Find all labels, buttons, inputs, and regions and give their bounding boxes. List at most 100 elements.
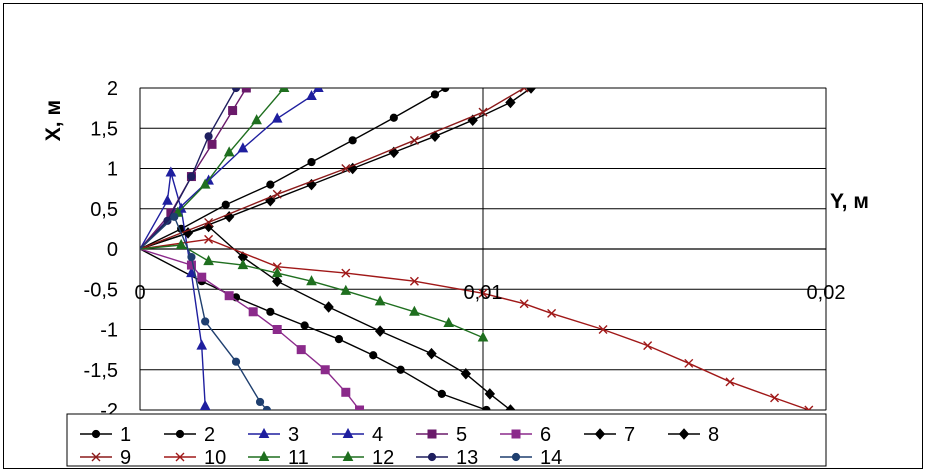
data-point [307,157,316,167]
legend-marker [258,427,270,438]
legend-marker [175,452,185,462]
data-point [320,365,330,375]
data-point [204,234,214,244]
legend-label: 1 [120,424,131,446]
x-tick-label: 0,01 [464,282,503,304]
legend-item-2: 2 [164,424,215,446]
legend-item-8: 8 [668,424,719,446]
series-line-8 [140,225,511,410]
legend-item-7: 7 [584,424,635,446]
legend: 1 2 3 4 5 6 7 89 10 11 12 13 14 [80,424,719,469]
legend-label: 2 [204,424,215,446]
data-point [204,217,214,227]
legend-label: 10 [204,447,226,469]
data-point [272,262,282,272]
y-tick-label: 0 [107,239,118,261]
data-point [272,325,282,334]
legend-marker [427,429,437,439]
series-10 [140,234,814,410]
legend-item-14: 14 [500,447,562,469]
data-point [341,268,351,278]
data-point [272,275,283,287]
data-point [643,341,653,351]
data-point [519,88,529,93]
data-point [228,106,238,116]
data-point [175,238,187,249]
data-point [374,295,386,306]
data-point [165,166,177,177]
legend-marker [594,428,606,440]
legend-marker [91,429,101,439]
data-point [170,212,179,221]
data-point [266,180,275,189]
data-point [334,335,344,344]
data-point [296,345,306,355]
data-point [482,405,491,410]
data-point [237,259,249,270]
data-point [241,88,251,93]
data-point [187,172,196,181]
data-point [231,88,241,93]
data-point [201,317,210,326]
legend-marker [258,450,270,461]
data-point [389,113,398,122]
data-point [484,388,496,400]
series-line-6 [140,248,361,410]
legend-item-6: 6 [500,424,551,446]
data-point [306,275,317,286]
data-point [196,339,208,350]
data-point [163,216,172,225]
data-point [441,88,450,93]
data-point [525,88,537,94]
data-point [248,307,258,317]
y-tick-label: -1,5 [84,360,118,382]
data-point [224,291,234,301]
data-point [430,90,440,99]
series-group [140,88,814,410]
data-point [199,399,211,410]
data-point [341,164,351,173]
legend-marker [342,450,354,461]
legend-item-4: 4 [332,424,383,446]
data-point [348,136,357,145]
data-point [409,276,419,286]
y-tick-label: 1 [107,159,118,181]
legend-label: 7 [624,424,635,446]
legend-item-5: 5 [416,424,467,446]
data-point [426,347,437,360]
series-6 [140,248,365,410]
y-tick-label: -0,5 [84,279,118,301]
legend-marker [91,452,101,462]
data-point [313,88,324,92]
data-point [396,365,405,374]
legend-item-1: 1 [80,424,131,446]
data-point [505,404,516,410]
legend-label: 4 [372,424,383,446]
tick-labels: 21,510,50-0,5-1-1,5-20 0,01 0,02 [84,78,846,422]
data-point [477,331,489,342]
data-point [271,112,283,123]
data-point [300,321,309,330]
legend-label: 9 [120,447,131,469]
data-point [598,325,608,334]
series-9 [140,88,529,250]
data-point [804,405,814,410]
y-axis-title: X, м [42,100,65,141]
legend-item-10: 10 [164,447,226,469]
data-point [409,305,420,316]
legend-marker [175,429,185,439]
data-point [437,389,446,398]
series-13 [140,88,241,250]
data-point [278,88,290,92]
legend-label: 14 [540,447,562,469]
data-point [203,255,214,266]
data-point [204,132,213,141]
data-point [478,107,488,117]
data-point [505,96,516,109]
data-point [223,146,235,157]
data-point [251,114,262,125]
y-tick-label: 2 [107,78,118,100]
legend-item-9: 9 [80,447,131,469]
legend-label: 6 [540,424,551,446]
